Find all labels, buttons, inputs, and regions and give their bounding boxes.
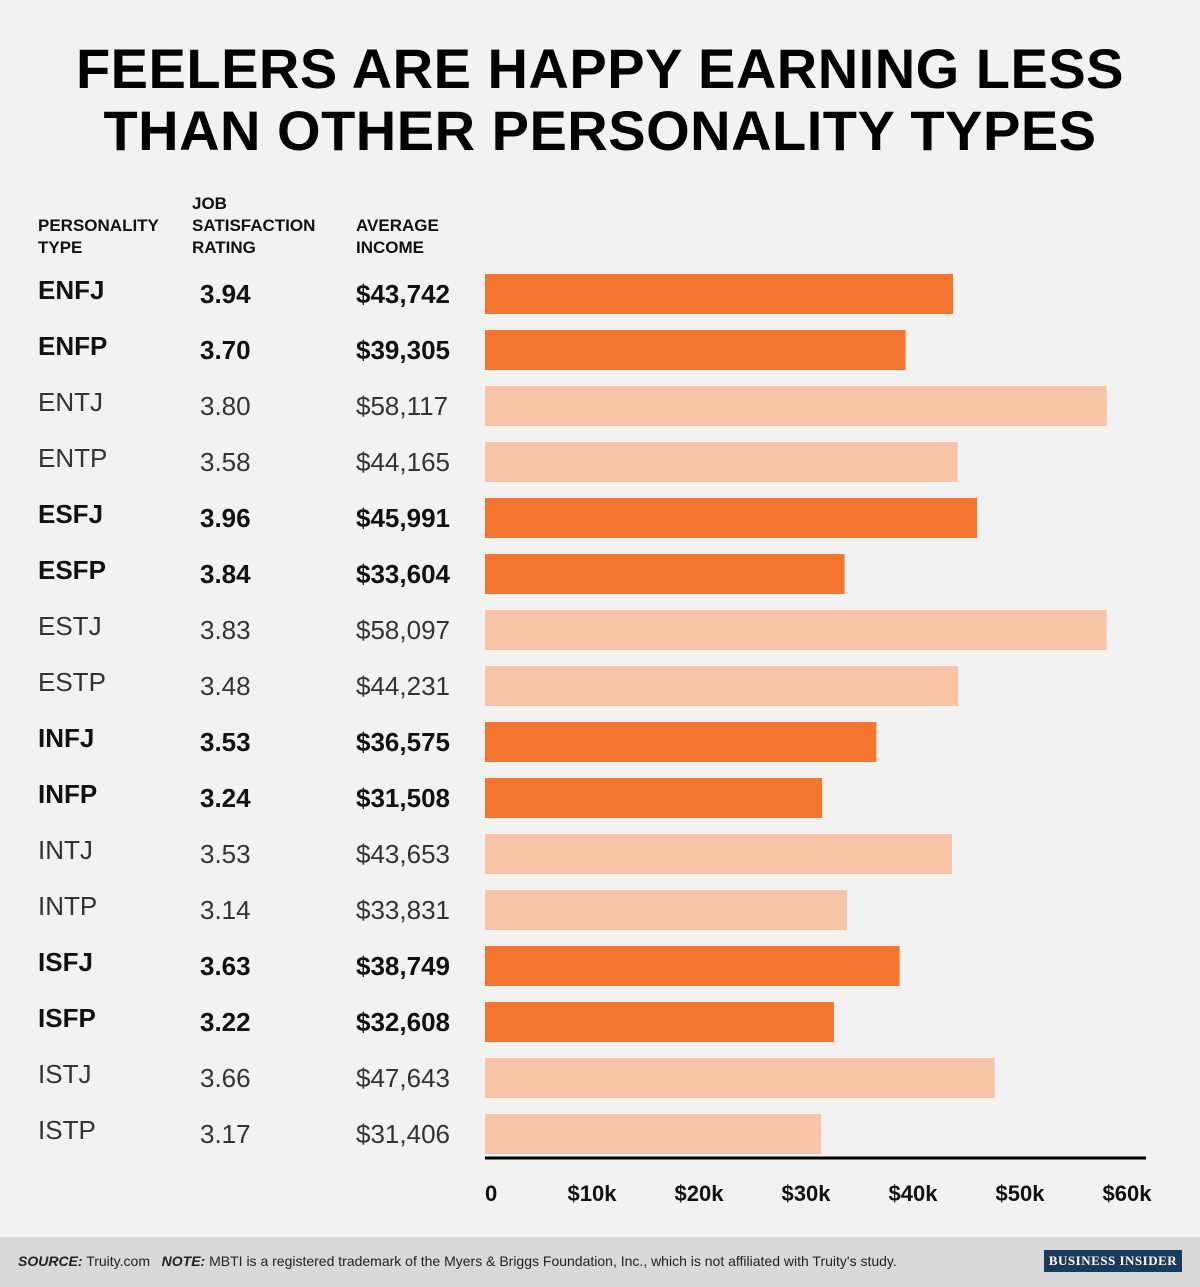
average-income-label: $44,165 (356, 447, 450, 477)
personality-type-label: ISFJ (38, 947, 93, 977)
average-income-label: $47,643 (356, 1063, 450, 1093)
x-tick-label: $60k (1103, 1181, 1153, 1206)
satisfaction-rating-label: 3.24 (200, 783, 251, 813)
income-bar-isfj (485, 946, 900, 986)
x-tick-label: $30k (782, 1181, 832, 1206)
personality-type-label: ISTP (38, 1115, 96, 1145)
satisfaction-rating-label: 3.70 (200, 335, 251, 365)
satisfaction-rating-label: 3.80 (200, 391, 251, 421)
satisfaction-rating-label: 3.53 (200, 727, 251, 757)
income-bar-esfj (485, 498, 978, 538)
average-income-label: $36,575 (356, 727, 450, 757)
income-bar-isfp (485, 1002, 834, 1042)
average-income-label: $38,749 (356, 951, 450, 981)
satisfaction-rating-label: 3.66 (200, 1063, 251, 1093)
satisfaction-rating-label: 3.48 (200, 671, 251, 701)
footer: SOURCE: Truity.com NOTE: MBTI is a regis… (0, 1237, 1200, 1287)
personality-type-label: ISTJ (38, 1059, 91, 1089)
x-tick-label: 0 (485, 1181, 497, 1206)
personality-type-label: INFJ (38, 723, 94, 753)
income-bar-intj (485, 834, 953, 874)
income-bar-estp (485, 666, 959, 706)
satisfaction-rating-label: 3.53 (200, 839, 251, 869)
header-rating-line-3: RATING (192, 238, 256, 257)
personality-type-label: INTP (38, 891, 97, 921)
income-bar-enfj (485, 274, 954, 314)
header-rating-line-1: JOB (192, 194, 227, 213)
income-bar-intp (485, 890, 847, 930)
satisfaction-rating-label: 3.94 (200, 279, 251, 309)
source-text: Truity.com (86, 1253, 150, 1269)
personality-type-label: INTJ (38, 835, 93, 865)
satisfaction-rating-label: 3.58 (200, 447, 251, 477)
satisfaction-rating-label: 3.84 (200, 559, 251, 589)
satisfaction-rating-label: 3.22 (200, 1007, 251, 1037)
personality-type-label: ESTJ (38, 611, 102, 641)
average-income-label: $43,742 (356, 279, 450, 309)
income-bar-istp (485, 1114, 822, 1154)
x-tick-label: $40k (889, 1181, 939, 1206)
personality-type-label: ENFJ (38, 275, 104, 305)
header-income-line-1: AVERAGE (356, 216, 439, 235)
title-line-2: THAN OTHER PERSONALITY TYPES (103, 99, 1097, 162)
header-average-income: AVERAGE INCOME (356, 215, 439, 259)
x-tick-label: $50k (996, 1181, 1046, 1206)
income-bar-entj (485, 386, 1107, 426)
average-income-label: $31,406 (356, 1119, 450, 1149)
personality-type-label: ENFP (38, 331, 107, 361)
average-income-label: $44,231 (356, 671, 450, 701)
income-bar-entp (485, 442, 958, 482)
header-personality-type: PERSONALITY TYPE (38, 215, 159, 259)
footer-note: SOURCE: Truity.com NOTE: MBTI is a regis… (18, 1253, 897, 1269)
title-line-1: FEELERS ARE HAPPY EARNING LESS (75, 37, 1125, 100)
average-income-label: $58,117 (356, 391, 448, 421)
average-income-label: $31,508 (356, 783, 450, 813)
income-bar-istj (485, 1058, 995, 1098)
header-type-line-2: TYPE (38, 238, 83, 257)
average-income-label: $33,604 (356, 559, 451, 589)
satisfaction-rating-label: 3.83 (200, 615, 251, 645)
satisfaction-rating-label: 3.63 (200, 951, 251, 981)
personality-type-label: ESFP (38, 555, 106, 585)
income-bar-infj (485, 722, 877, 762)
personality-type-label: ISFP (38, 1003, 96, 1033)
header-income-line-2: INCOME (356, 238, 424, 257)
satisfaction-rating-label: 3.14 (200, 895, 251, 925)
average-income-label: $45,991 (356, 503, 450, 533)
satisfaction-rating-label: 3.96 (200, 503, 251, 533)
average-income-label: $32,608 (356, 1007, 450, 1037)
header-job-satisfaction: JOB SATISFACTION RATING (192, 193, 315, 259)
average-income-label: $43,653 (356, 839, 450, 869)
income-bar-chart: ENFJ 3.94 $43,742 ENFP 3.70 $39,305 ENTJ 3.80 $5… (38, 274, 1153, 1206)
personality-type-label: INFP (38, 779, 97, 809)
chart-title: FEELERS ARE HAPPY EARNING LESS THAN OTHE… (0, 38, 1200, 162)
x-tick-label: $20k (675, 1181, 725, 1206)
x-tick-label: $10k (568, 1181, 618, 1206)
source-label: SOURCE: (18, 1253, 83, 1269)
income-bar-esfp (485, 554, 845, 594)
business-insider-logo: BUSINESS INSIDER (1044, 1250, 1182, 1272)
average-income-label: $58,097 (356, 615, 450, 645)
average-income-label: $39,305 (356, 335, 450, 365)
personality-type-label: ESTP (38, 667, 106, 697)
note-text: MBTI is a registered trademark of the My… (209, 1253, 897, 1269)
satisfaction-rating-label: 3.17 (200, 1119, 251, 1149)
header-rating-line-2: SATISFACTION (192, 216, 316, 235)
income-bar-infp (485, 778, 823, 818)
average-income-label: $33,831 (356, 895, 450, 925)
personality-type-label: ESFJ (38, 499, 103, 529)
income-bar-enfp (485, 330, 906, 370)
header-type-line-1: PERSONALITY (38, 216, 159, 235)
income-bar-estj (485, 610, 1107, 650)
note-label: NOTE: (161, 1253, 206, 1269)
personality-type-label: ENTP (38, 443, 107, 473)
personality-type-label: ENTJ (38, 387, 103, 417)
